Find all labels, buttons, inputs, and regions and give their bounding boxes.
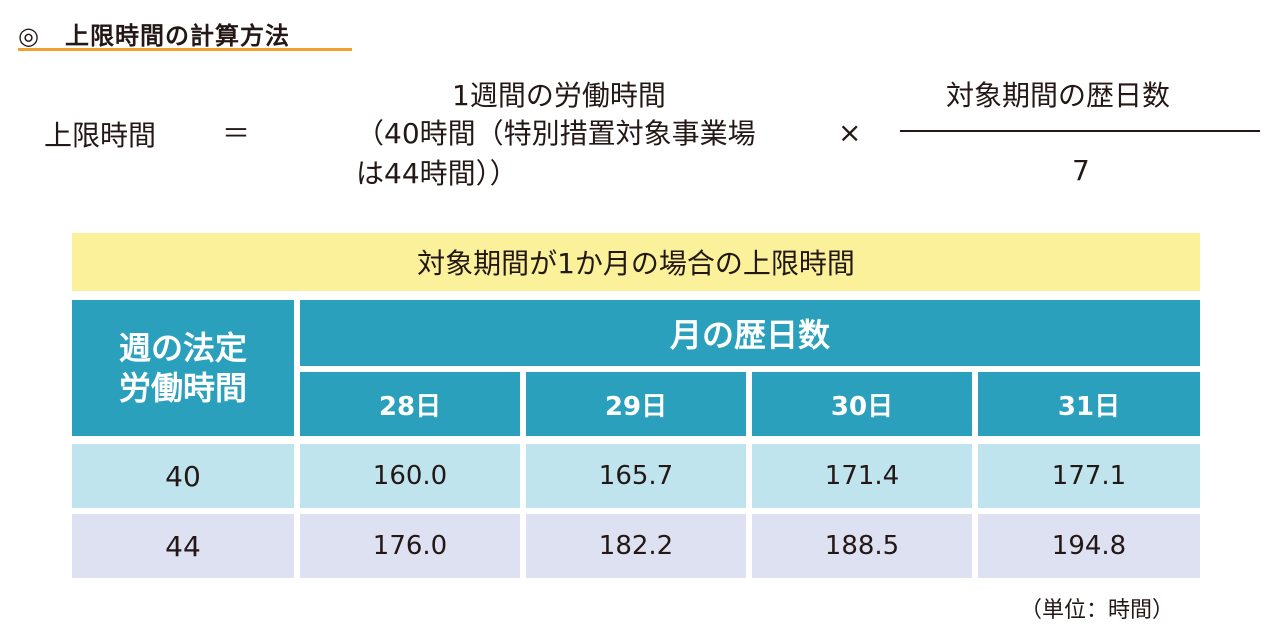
col-header-31: 31日 [978, 372, 1200, 436]
formula-term-line2: （40時間（特別措置対象事業場 [356, 117, 756, 150]
col-group-header: 月の歴日数 [300, 300, 1200, 366]
formula-term-line1: 1週間の労働時間 [452, 79, 666, 112]
formula-term-line3: は44時間）） [356, 157, 518, 190]
formula-lhs: 上限時間 [44, 119, 157, 152]
row-label-40: 40 [72, 444, 294, 508]
col-header-28: 28日 [300, 372, 520, 436]
row-label-44: 44 [72, 514, 294, 578]
table-cell: 182.2 [526, 514, 746, 578]
formula-times: × [838, 116, 862, 149]
fraction-numerator: 対象期間の歴日数 [946, 79, 1171, 112]
table-cell: 160.0 [300, 444, 520, 508]
col-header-30: 30日 [752, 372, 972, 436]
row-header-line2: 労働時間 [118, 369, 247, 407]
row-header-line1: 週の法定 [118, 329, 247, 367]
section-heading: ◎ 上限時間の計算方法 [18, 22, 290, 50]
row-header-cell: 週の法定 労働時間 [72, 300, 294, 436]
table-cell: 171.4 [752, 444, 972, 508]
table-cell: 177.1 [978, 444, 1200, 508]
heading-underline [18, 48, 352, 51]
table-cell: 194.8 [978, 514, 1200, 578]
table-title: 対象期間が1か月の場合の上限時間 [72, 233, 1200, 291]
unit-note: （単位：時間） [1020, 598, 1175, 623]
fraction-line [900, 130, 1260, 132]
table-cell: 176.0 [300, 514, 520, 578]
table-cell: 188.5 [752, 514, 972, 578]
table-cell: 165.7 [526, 444, 746, 508]
fraction-denominator: 7 [1072, 154, 1090, 187]
col-header-29: 29日 [526, 372, 746, 436]
formula-equals: ＝ [222, 117, 251, 150]
